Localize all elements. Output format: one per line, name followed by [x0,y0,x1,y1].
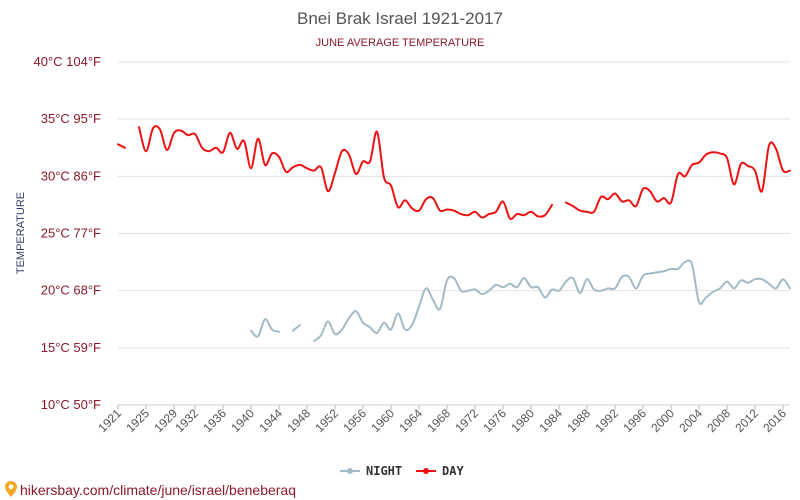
y-tick-label: 20°C 68°F [41,283,101,298]
x-tick-label: 1976 [480,406,509,435]
y-axis-title: TEMPERATURE [15,192,27,274]
x-tick-label: 1932 [172,406,201,435]
x-tick-label: 1948 [284,406,313,435]
x-tick-label: 1972 [452,406,481,435]
series-lines [117,125,791,342]
x-tick-label: 1960 [368,406,397,435]
x-tick-label: 1996 [620,406,649,435]
footer-url[interactable]: hikersbay.com/climate/june/israel/benebe… [20,482,296,498]
x-tick-label: 1992 [592,406,621,435]
legend[interactable]: NIGHT DAY [340,464,464,478]
grid [118,61,790,406]
y-axis-ticks: 10°C 50°F 15°C 59°F 20°C 68°F 25°C 77°F 30°C… [34,54,102,412]
legend-item-day[interactable]: DAY [416,464,464,478]
x-tick-label: 1984 [536,406,565,435]
x-tick-label: 1968 [424,406,453,435]
x-tick-label: 1936 [200,406,229,435]
series-line-day [138,125,553,221]
x-tick-label: 1988 [564,406,593,435]
x-tick-label: 1925 [123,406,152,435]
legend-night-label: NIGHT [366,464,402,478]
x-tick-label: 1956 [340,406,369,435]
x-tick-label: 1944 [256,406,285,435]
y-tick-label: 40°C 104°F [34,54,102,69]
series-line-night [313,259,791,342]
y-tick-label: 30°C 86°F [41,168,101,183]
footer-link[interactable]: hikersbay.com/climate/june/israel/benebe… [5,481,296,498]
y-tick-label: 15°C 59°F [41,340,101,355]
x-tick-label: 1952 [312,406,341,435]
y-tick-label: 35°C 95°F [41,111,101,126]
legend-day-marker [423,468,429,474]
series-line-night [250,318,280,338]
legend-night-marker [347,468,353,474]
x-tick-label: 2012 [732,406,761,435]
legend-day-label: DAY [442,464,464,478]
x-tick-label: 2008 [704,406,733,435]
chart-title: Bnei Brak Israel 1921-2017 [297,9,503,28]
series-line-day [565,141,791,214]
legend-item-night[interactable]: NIGHT [340,464,402,478]
location-pin-icon [5,481,17,497]
x-tick-label: 2004 [676,406,705,435]
x-tick-label: 1980 [508,406,537,435]
x-tick-label: 1940 [228,406,257,435]
chart-subtitle: JUNE AVERAGE TEMPERATURE [316,37,485,49]
series-line-night [292,324,301,332]
x-tick-label: 2016 [760,406,789,435]
x-tick-label: 1964 [396,406,425,435]
series-line-day [117,143,126,149]
x-tick-label: 2000 [648,406,677,435]
y-tick-label: 25°C 77°F [41,226,101,241]
y-tick-label: 10°C 50°F [41,397,101,412]
